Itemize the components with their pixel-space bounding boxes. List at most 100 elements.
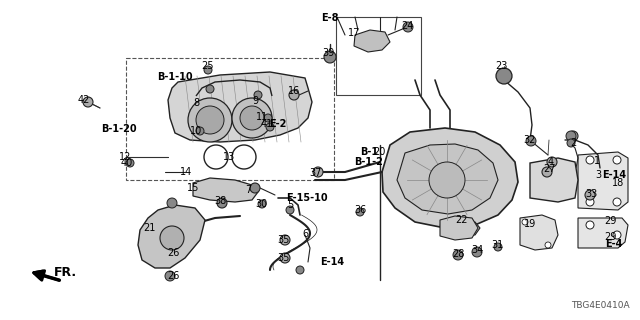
Circle shape	[165, 271, 175, 281]
Polygon shape	[354, 30, 390, 52]
Circle shape	[613, 231, 621, 239]
Text: 30: 30	[255, 199, 267, 209]
Text: 39: 39	[322, 48, 334, 58]
Polygon shape	[397, 144, 498, 214]
Circle shape	[613, 198, 621, 206]
Text: 29: 29	[604, 216, 616, 226]
Circle shape	[286, 206, 294, 214]
Circle shape	[313, 167, 323, 177]
Text: 6: 6	[302, 229, 308, 239]
Bar	[126, 58, 334, 180]
Circle shape	[324, 51, 336, 63]
Text: 8: 8	[193, 98, 199, 108]
Text: 12: 12	[119, 152, 131, 162]
Polygon shape	[520, 215, 558, 250]
Text: B-1-10: B-1-10	[157, 72, 193, 82]
Text: 15: 15	[187, 183, 199, 193]
Text: E-15-10: E-15-10	[286, 193, 328, 203]
Text: B-1-20: B-1-20	[101, 124, 137, 134]
Text: 41: 41	[261, 119, 273, 129]
Text: 10: 10	[190, 126, 202, 136]
Circle shape	[542, 167, 552, 177]
Circle shape	[196, 106, 224, 134]
Circle shape	[266, 123, 274, 131]
Circle shape	[296, 266, 304, 274]
Circle shape	[264, 114, 272, 122]
Text: 5: 5	[287, 200, 293, 210]
Text: 9: 9	[252, 96, 258, 106]
Circle shape	[496, 68, 512, 84]
Text: 26: 26	[167, 271, 179, 281]
Text: E-4: E-4	[605, 239, 623, 249]
Circle shape	[280, 253, 290, 263]
Text: E-2: E-2	[269, 119, 287, 129]
Text: B-1-2: B-1-2	[355, 157, 383, 167]
Text: 18: 18	[612, 178, 624, 188]
Text: B-1: B-1	[360, 147, 378, 157]
Circle shape	[403, 22, 413, 32]
Text: 17: 17	[348, 28, 360, 38]
Bar	[336, 17, 421, 95]
Circle shape	[586, 156, 594, 164]
Circle shape	[586, 221, 594, 229]
Text: 40: 40	[121, 158, 133, 168]
Circle shape	[289, 90, 299, 100]
Text: 11: 11	[256, 112, 268, 122]
Polygon shape	[578, 218, 628, 248]
Text: E-8: E-8	[321, 13, 339, 23]
Circle shape	[188, 98, 232, 142]
Text: 1: 1	[594, 156, 600, 166]
Circle shape	[280, 235, 290, 245]
Circle shape	[567, 139, 575, 147]
Polygon shape	[168, 72, 312, 142]
Circle shape	[522, 219, 528, 225]
Circle shape	[494, 243, 502, 251]
Polygon shape	[382, 128, 518, 228]
Circle shape	[250, 183, 260, 193]
Text: 35: 35	[277, 235, 289, 245]
Text: 24: 24	[401, 21, 413, 31]
Text: 20: 20	[373, 147, 385, 157]
Text: 31: 31	[491, 240, 503, 250]
Circle shape	[526, 136, 536, 146]
Text: 16: 16	[288, 86, 300, 96]
Polygon shape	[578, 152, 628, 210]
Text: 21: 21	[143, 223, 155, 233]
Circle shape	[545, 242, 551, 248]
Text: 42: 42	[78, 95, 90, 105]
Circle shape	[206, 85, 214, 93]
Text: 36: 36	[354, 205, 366, 215]
Polygon shape	[440, 222, 480, 235]
Polygon shape	[530, 158, 578, 202]
Circle shape	[240, 106, 264, 130]
Circle shape	[83, 97, 93, 107]
Circle shape	[167, 198, 177, 208]
Text: 25: 25	[202, 61, 214, 71]
Circle shape	[126, 159, 134, 167]
Text: E-14: E-14	[320, 257, 344, 267]
Text: 23: 23	[495, 61, 507, 71]
Text: 38: 38	[214, 196, 226, 206]
Circle shape	[254, 91, 262, 99]
Circle shape	[586, 198, 594, 206]
Text: 26: 26	[167, 248, 179, 258]
Circle shape	[453, 250, 463, 260]
Text: 29: 29	[604, 232, 616, 242]
Circle shape	[429, 162, 465, 198]
Circle shape	[566, 131, 576, 141]
Text: 14: 14	[180, 167, 192, 177]
Circle shape	[613, 156, 621, 164]
Circle shape	[196, 127, 204, 135]
Text: 34: 34	[471, 245, 483, 255]
Circle shape	[204, 66, 212, 74]
Text: 19: 19	[524, 219, 536, 229]
Text: 13: 13	[223, 152, 235, 162]
Circle shape	[547, 157, 557, 167]
Text: 3: 3	[595, 170, 601, 180]
Text: 2: 2	[570, 138, 576, 148]
Text: 7: 7	[245, 185, 251, 195]
Text: 22: 22	[456, 215, 468, 225]
Circle shape	[217, 198, 227, 208]
Circle shape	[232, 98, 272, 138]
Circle shape	[472, 247, 482, 257]
